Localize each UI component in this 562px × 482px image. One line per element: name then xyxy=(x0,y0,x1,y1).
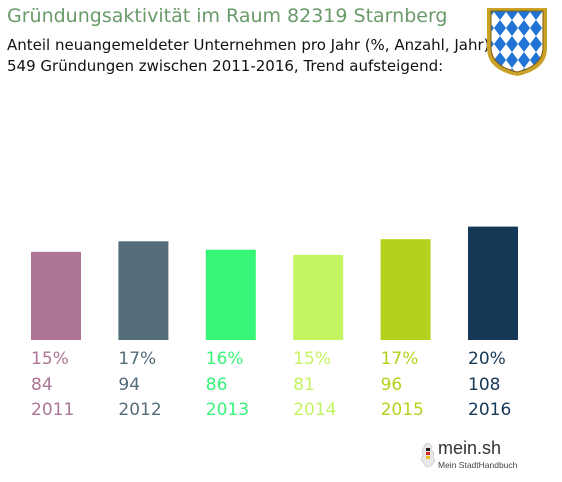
percent-label-2013: 16% xyxy=(206,349,244,369)
count-label-2012: 94 xyxy=(118,375,140,395)
chart-subtitle-line-1: Anteil neuangemeldeter Unternehmen pro J… xyxy=(7,36,490,54)
mein-sh-logo[interactable]: mein.sh Mein StadtHandbuch xyxy=(418,438,528,476)
percent-label-2014: 15% xyxy=(293,349,331,369)
count-label-2013: 86 xyxy=(206,375,228,395)
germany-map-icon xyxy=(420,442,436,468)
year-label-2011: 2011 xyxy=(31,400,74,420)
bavarian-crest-icon xyxy=(487,8,547,76)
percent-label-2016: 20% xyxy=(468,349,506,369)
count-label-2016: 108 xyxy=(468,375,500,395)
year-label-2015: 2015 xyxy=(381,400,424,420)
year-label-2013: 2013 xyxy=(206,400,249,420)
bar-2013 xyxy=(205,249,256,340)
percent-label-2012: 17% xyxy=(118,349,156,369)
logo-subtext: Mein StadtHandbuch xyxy=(438,460,518,470)
count-label-2014: 81 xyxy=(293,375,315,395)
year-label-2016: 2016 xyxy=(468,400,511,420)
percent-label-2011: 15% xyxy=(31,349,69,369)
bar-2012 xyxy=(118,241,169,340)
year-label-2014: 2014 xyxy=(293,400,336,420)
year-label-2012: 2012 xyxy=(118,400,161,420)
logo-text: mein.sh xyxy=(438,438,502,458)
bar-2014 xyxy=(293,254,344,340)
count-label-2015: 96 xyxy=(381,375,403,395)
bar-2016 xyxy=(468,226,518,340)
chart-subtitle-line-2: 549 Gründungen zwischen 2011-2016, Trend… xyxy=(7,57,444,75)
bar-2015 xyxy=(380,239,431,340)
percent-label-2015: 17% xyxy=(381,349,419,369)
bar-2011 xyxy=(31,251,81,340)
count-label-2011: 84 xyxy=(31,375,53,395)
chart-title: Gründungsaktivität im Raum 82319 Starnbe… xyxy=(7,5,448,27)
